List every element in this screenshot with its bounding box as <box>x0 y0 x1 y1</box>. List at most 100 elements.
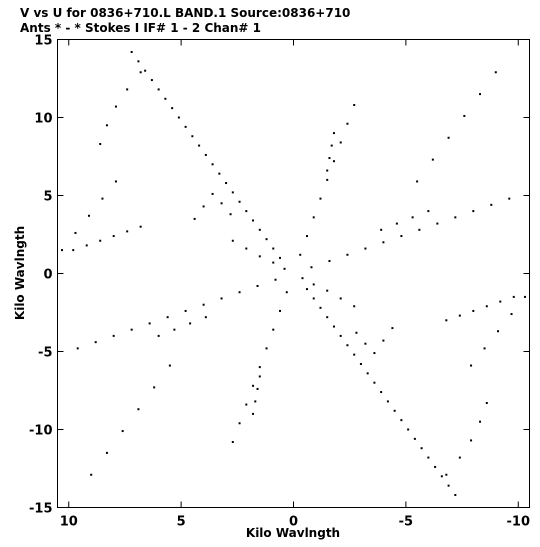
data-point <box>416 180 419 183</box>
data-point <box>380 228 383 231</box>
data-point <box>382 339 385 342</box>
data-point <box>139 225 142 228</box>
data-point <box>485 401 488 404</box>
data-point <box>472 309 475 312</box>
data-point <box>126 88 129 91</box>
data-point <box>472 210 475 213</box>
data-point <box>144 69 147 72</box>
data-point <box>346 344 349 347</box>
data-point <box>499 300 502 303</box>
data-point <box>198 144 201 147</box>
data-point <box>346 122 349 125</box>
data-point <box>157 334 160 337</box>
data-point <box>153 386 156 389</box>
data-point <box>225 182 228 185</box>
data-point <box>458 456 461 459</box>
data-point <box>440 475 443 478</box>
data-point <box>254 400 257 403</box>
data-point <box>74 231 77 234</box>
data-point <box>479 420 482 423</box>
data-point <box>283 267 286 270</box>
data-point <box>231 440 234 443</box>
data-point <box>137 60 140 63</box>
data-point <box>353 104 356 107</box>
data-point <box>427 456 430 459</box>
data-point <box>407 428 410 431</box>
data-point <box>299 253 302 256</box>
y-tick-label: 0 <box>43 268 52 283</box>
data-point <box>353 353 356 356</box>
data-point <box>355 331 358 334</box>
data-point <box>99 239 102 242</box>
data-point <box>420 447 423 450</box>
data-point <box>339 141 342 144</box>
data-point <box>436 222 439 225</box>
data-point <box>130 328 133 331</box>
plot-title: V vs U for 0836+710.L BAND.1 Source:0836… <box>20 6 350 20</box>
data-point <box>512 295 515 298</box>
data-point <box>245 247 248 250</box>
data-point <box>245 210 248 213</box>
data-point <box>434 465 437 468</box>
data-point <box>130 50 133 53</box>
data-point <box>272 328 275 331</box>
data-point <box>191 135 194 138</box>
data-point <box>470 439 473 442</box>
data-point <box>431 158 434 161</box>
data-point <box>411 216 414 219</box>
data-point <box>274 278 277 281</box>
data-point <box>272 261 275 264</box>
data-point <box>101 197 104 200</box>
data-point <box>373 352 376 355</box>
data-point <box>252 384 255 387</box>
data-point <box>72 249 75 252</box>
data-point <box>252 219 255 222</box>
data-point <box>245 403 248 406</box>
data-point <box>256 387 259 390</box>
data-point <box>510 313 513 316</box>
data-point <box>346 253 349 256</box>
data-point <box>413 437 416 440</box>
data-point <box>231 191 234 194</box>
data-point <box>211 192 214 195</box>
data-point <box>184 309 187 312</box>
data-point <box>87 214 90 217</box>
data-point <box>279 256 282 259</box>
y-tick-label: -5 <box>38 346 52 361</box>
data-point <box>90 473 93 476</box>
x-tick-label: 0 <box>289 515 298 530</box>
data-point <box>326 178 329 181</box>
data-point <box>218 172 221 175</box>
data-point <box>204 316 207 319</box>
y-tick-label: -10 <box>29 424 53 439</box>
data-point <box>326 289 329 292</box>
data-point <box>400 419 403 422</box>
y-tick-label: 5 <box>43 190 52 205</box>
data-point <box>173 328 176 331</box>
x-tick-label: -5 <box>399 515 413 530</box>
data-point <box>524 295 527 298</box>
y-tick-label: -15 <box>29 502 53 517</box>
data-point <box>285 291 288 294</box>
data-point <box>364 342 367 345</box>
data-point <box>252 412 255 415</box>
data-point <box>112 235 115 238</box>
data-point <box>94 341 97 344</box>
data-point <box>445 473 448 476</box>
data-point <box>326 316 329 319</box>
data-point <box>359 362 362 365</box>
data-point <box>258 255 261 258</box>
data-point <box>382 241 385 244</box>
data-point <box>171 107 174 110</box>
data-point <box>366 372 369 375</box>
plot-subtitle: Ants * - * Stokes I IF# 1 - 2 Chan# 1 <box>20 21 261 35</box>
data-point <box>105 451 108 454</box>
data-point <box>166 316 169 319</box>
data-point <box>454 494 457 497</box>
data-point <box>164 97 167 100</box>
data-point <box>220 202 223 205</box>
data-point <box>305 288 308 291</box>
data-point <box>157 88 160 91</box>
data-point <box>463 114 466 117</box>
data-point <box>126 230 129 233</box>
